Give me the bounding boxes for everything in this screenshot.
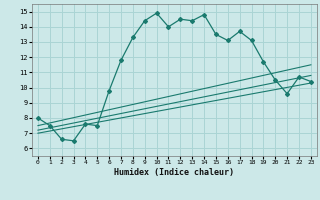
X-axis label: Humidex (Indice chaleur): Humidex (Indice chaleur) [115,168,234,177]
